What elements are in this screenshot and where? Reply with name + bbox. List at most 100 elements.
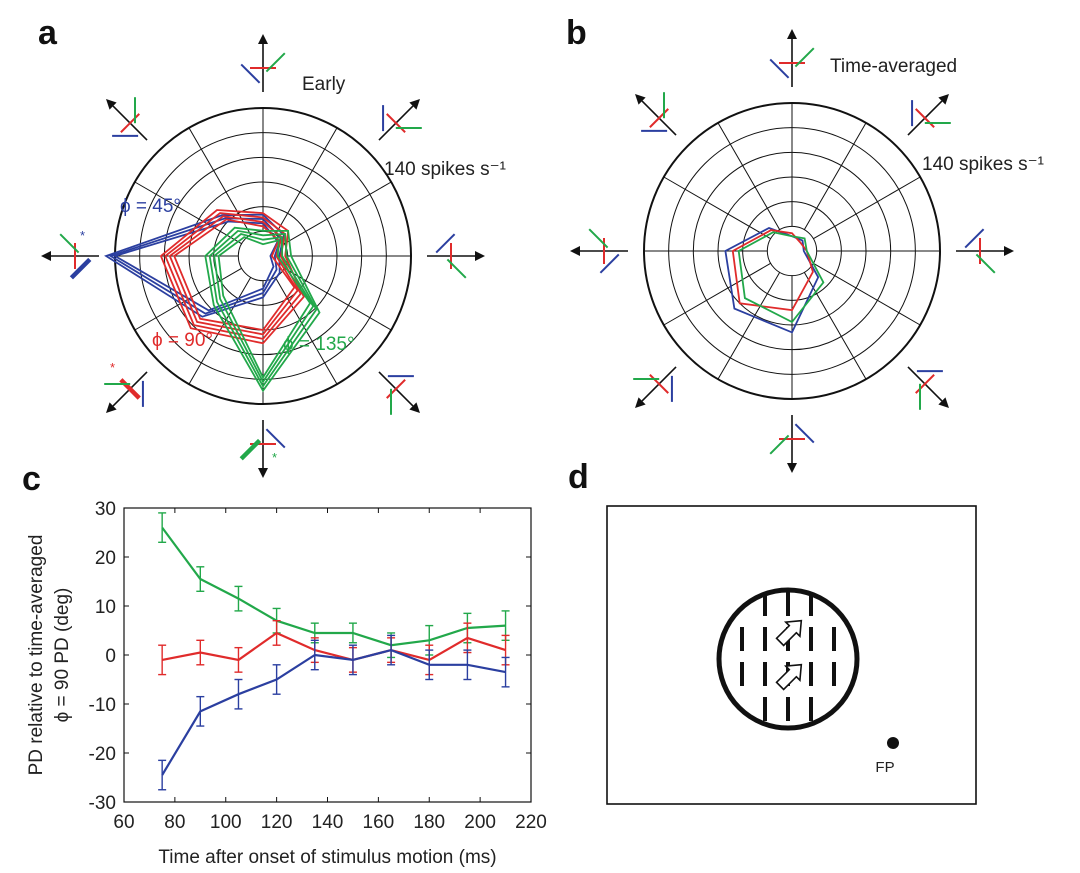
- bar-orientation-mark: [915, 108, 935, 128]
- x-tick-label: 180: [413, 812, 445, 833]
- direction-arrow-icon: [633, 366, 677, 408]
- y-tick-label: 10: [95, 597, 116, 618]
- bar-orientation-mark: [240, 63, 261, 84]
- panel-letter-b: b: [566, 14, 587, 52]
- grating-bar: [809, 627, 813, 651]
- panel-a-scale-label: 140 spikes s⁻¹: [384, 159, 506, 180]
- y-tick-label: -20: [89, 744, 116, 765]
- y-tick-label: -10: [89, 695, 116, 716]
- bar-orientation-mark: [446, 258, 467, 279]
- x-tick-label: 160: [363, 812, 395, 833]
- asterisk-mark: *: [272, 450, 277, 465]
- polar-spoke: [284, 181, 392, 245]
- direction-arrow-icon: [378, 371, 420, 415]
- direction-arrow-icon: [907, 94, 951, 136]
- polar-spoke: [813, 262, 921, 326]
- x-tick-label: 60: [113, 812, 134, 833]
- y-tick-label: -30: [89, 793, 116, 814]
- phi-label-135: ϕ = 135°: [283, 334, 355, 355]
- tuning-curve-trace: [159, 209, 305, 345]
- arrow-head: [258, 34, 268, 44]
- bar-orientation-mark: [649, 108, 669, 128]
- bar-orientation-mark: [435, 233, 456, 254]
- polar-spoke: [717, 122, 781, 230]
- arrow-head: [41, 251, 51, 261]
- bar-orientation-mark: [588, 228, 609, 249]
- grating-bar: [832, 627, 836, 651]
- polar-plot-early: ϕ = 45° ϕ = 90° ϕ = 135° * * *: [41, 34, 485, 478]
- grating-bar: [786, 697, 790, 721]
- arrow-head: [938, 397, 949, 408]
- arrow-head: [475, 251, 485, 261]
- grating-bar: [809, 592, 813, 616]
- bar-orientation-mark: [915, 374, 935, 394]
- polar-spoke: [134, 181, 242, 245]
- arrow-head: [1004, 246, 1014, 256]
- grating-bar: [832, 662, 836, 686]
- tuning-curve-trace: [217, 236, 312, 380]
- polar-spoke: [274, 127, 338, 235]
- direction-arrow-icon: [239, 420, 286, 478]
- polar-spoke: [803, 122, 867, 230]
- grating-bar: [809, 662, 813, 686]
- y-tick-label: 20: [95, 548, 116, 569]
- polar-spoke: [663, 262, 771, 326]
- polar-spoke: [717, 272, 781, 380]
- asterisk-mark: *: [110, 360, 115, 375]
- x-tick-label: 140: [312, 812, 344, 833]
- bar-orientation-mark: [69, 257, 92, 280]
- pd-line-chart: 60 80 100 120 140 160 180 200 2203020100-10-20-3…: [26, 499, 547, 868]
- tuning-curve-trace: [731, 229, 814, 312]
- arrow-head: [106, 99, 117, 110]
- bar-orientation-mark: [265, 428, 286, 449]
- bar-orientation-mark: [769, 434, 790, 455]
- tuning-curve-trace: [164, 212, 302, 340]
- tuning-curve-trace: [737, 231, 825, 324]
- tuning-curve-trace: [724, 227, 820, 334]
- direction-arrow-icon: [907, 366, 949, 410]
- arrow-head: [938, 94, 949, 105]
- direction-arrow-icon: [240, 34, 286, 92]
- grating-bar: [763, 697, 767, 721]
- bar-orientation-mark: [239, 438, 262, 461]
- grating-bar: [763, 662, 767, 686]
- bar-orientation-mark: [794, 47, 815, 68]
- polar-spoke: [188, 127, 252, 235]
- direction-arrow-icon: [769, 415, 815, 473]
- x-tick-label: 80: [164, 812, 185, 833]
- direction-arrow-icon: [106, 97, 148, 141]
- motion-arrow-shape: [775, 663, 803, 691]
- direction-arrow-icon: [378, 99, 422, 141]
- x-tick-label: 200: [464, 812, 496, 833]
- motion-arrow-icon: [775, 619, 803, 647]
- panel-letter-d: d: [568, 458, 589, 496]
- direction-arrow-icon: [956, 228, 1014, 274]
- aperture-outline: [716, 587, 860, 731]
- direction-arrow-icon: [41, 233, 99, 280]
- phi-label-45: ϕ = 45°: [120, 196, 181, 217]
- arrow-head: [409, 99, 420, 110]
- arrow-head: [258, 468, 268, 478]
- bar-orientation-mark: [120, 113, 140, 133]
- series-line: [161, 526, 506, 647]
- display-frame: [606, 505, 977, 805]
- arrow-head: [570, 246, 580, 256]
- bar-orientation-mark: [964, 228, 985, 249]
- panel-a-title: Early: [302, 74, 346, 95]
- direction-arrow-icon: [769, 29, 815, 87]
- y-axis-label: ϕ = 90 PD (deg): [52, 588, 73, 723]
- panel-letter-a: a: [38, 14, 57, 52]
- grating-bar: [740, 627, 744, 651]
- grating-bar: [763, 592, 767, 616]
- bar-orientation-mark: [386, 379, 406, 399]
- asterisk-mark: *: [80, 228, 85, 243]
- tuning-curve-trace: [208, 229, 318, 388]
- bar-orientation-mark: [599, 253, 620, 274]
- panel-b-title: Time-averaged: [830, 56, 958, 77]
- motion-arrow-icon: [775, 663, 803, 691]
- bar-orientation-mark: [649, 374, 669, 394]
- polar-spoke: [663, 176, 771, 240]
- polar-plot-time-averaged: [570, 29, 1014, 473]
- grating-bar: [763, 627, 767, 651]
